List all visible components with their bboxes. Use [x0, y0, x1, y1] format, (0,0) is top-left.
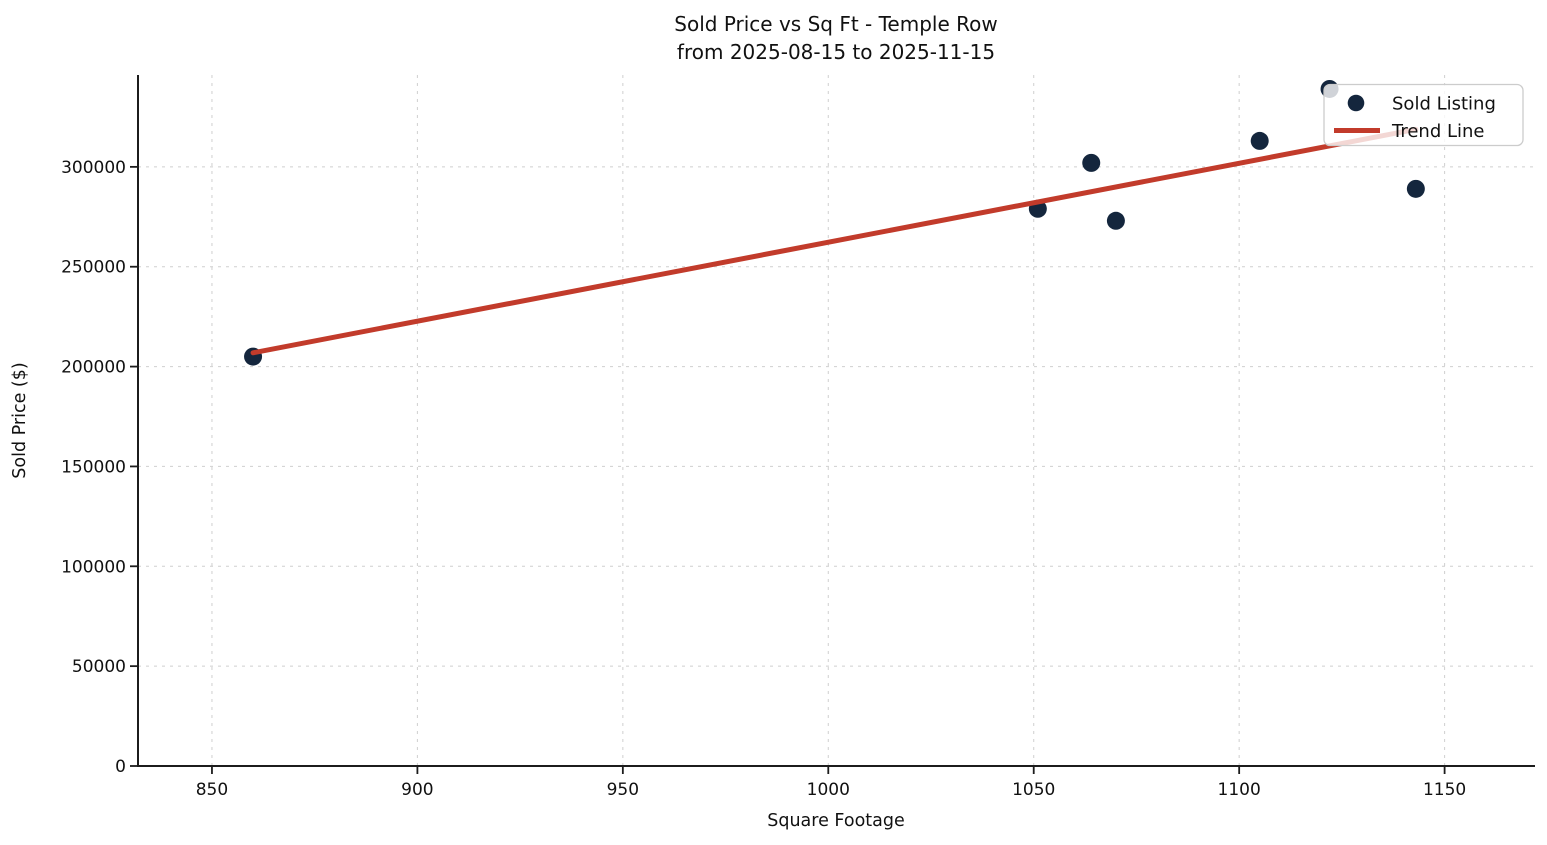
trend-line: [250, 126, 1419, 356]
x-tick-label-950: 950: [607, 780, 639, 800]
chart-subtitle: from 2025-08-15 to 2025-11-15: [677, 40, 995, 64]
x-tick-label-1100: 1100: [1218, 780, 1261, 800]
x-tick-label-850: 850: [196, 780, 228, 800]
legend-label-sold-listing: Sold Listing: [1392, 94, 1496, 115]
y-tick-label-200000: 200000: [61, 358, 126, 378]
grid-layer: [138, 75, 1535, 766]
data-layer: [244, 79, 1425, 366]
x-tick-label-900: 900: [401, 780, 433, 800]
legend-scatter-marker-icon: [1347, 94, 1365, 112]
y-tick-label-300000: 300000: [61, 158, 126, 178]
y-tick-label-150000: 150000: [61, 457, 126, 477]
x-axis-label: Square Footage: [767, 811, 905, 831]
x-tick-label-1050: 1050: [1012, 780, 1055, 800]
y-tick-label-0: 0: [115, 757, 126, 777]
data-point-1070: [1106, 211, 1125, 230]
y-tick-label-100000: 100000: [61, 557, 126, 577]
y-axis-label: Sold Price ($): [10, 362, 30, 478]
data-point-1064: [1082, 153, 1101, 172]
x-tick-label-1150: 1150: [1423, 780, 1466, 800]
y-tick-label-50000: 50000: [72, 657, 126, 677]
data-point-1143: [1406, 179, 1425, 198]
x-tick-label-1000: 1000: [807, 780, 850, 800]
data-point-1105: [1250, 131, 1269, 150]
chart-title: Sold Price vs Sq Ft - Temple Row: [674, 12, 997, 36]
y-tick-label-250000: 250000: [61, 258, 126, 278]
legend: Sold Listing Trend Line: [1323, 83, 1524, 147]
axis-layer: 850 900 950 1000 1050 1100 1150 0 50000 100000 150…: [61, 75, 1535, 800]
legend-label-trend-line: Trend Line: [1391, 121, 1485, 142]
